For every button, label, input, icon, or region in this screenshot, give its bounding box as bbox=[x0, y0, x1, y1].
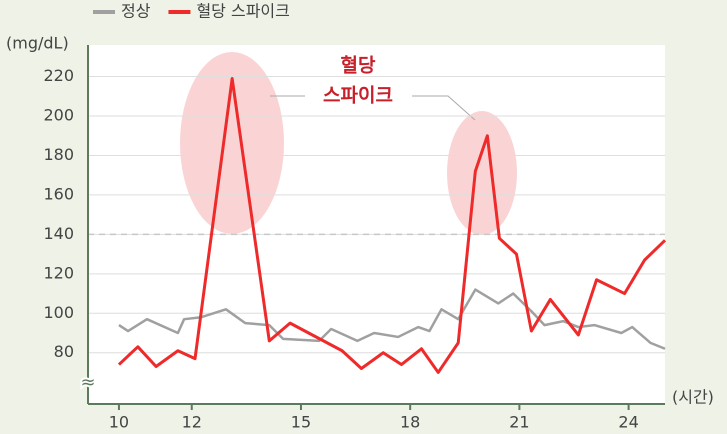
y-tick-label: 220 bbox=[43, 66, 74, 85]
series-line bbox=[117, 77, 667, 374]
x-tick-label: 12 bbox=[182, 413, 202, 432]
x-tick-label: 18 bbox=[400, 413, 420, 432]
leader-line bbox=[412, 95, 476, 121]
x-axis-label: (시간) bbox=[672, 388, 714, 407]
axis-break: ≈ bbox=[80, 372, 95, 393]
x-tick-label: 10 bbox=[109, 413, 129, 432]
annotation: 스파이크 bbox=[323, 85, 393, 107]
x-tick-label: 21 bbox=[509, 413, 529, 432]
plot-area bbox=[88, 45, 665, 404]
legend-label: 정상 bbox=[121, 2, 151, 21]
y-tick-label: 80 bbox=[54, 342, 74, 361]
legend-label: 혈당 스파이크 bbox=[196, 2, 289, 21]
x-tick-label: 15 bbox=[291, 413, 311, 432]
y-tick-label: 140 bbox=[43, 224, 74, 243]
y-tick-label: 160 bbox=[43, 184, 74, 203]
annotation: 혈당 bbox=[341, 54, 376, 77]
highlight bbox=[180, 52, 284, 234]
y-tick-label: 100 bbox=[43, 303, 74, 322]
x-tick-label: 24 bbox=[618, 413, 638, 432]
y-axis-label: (mg/dL) bbox=[6, 34, 69, 53]
y-tick-label: 200 bbox=[43, 106, 74, 125]
highlight bbox=[447, 111, 517, 235]
y-tick-label: 180 bbox=[43, 145, 74, 164]
y-tick-label: 120 bbox=[43, 263, 74, 282]
